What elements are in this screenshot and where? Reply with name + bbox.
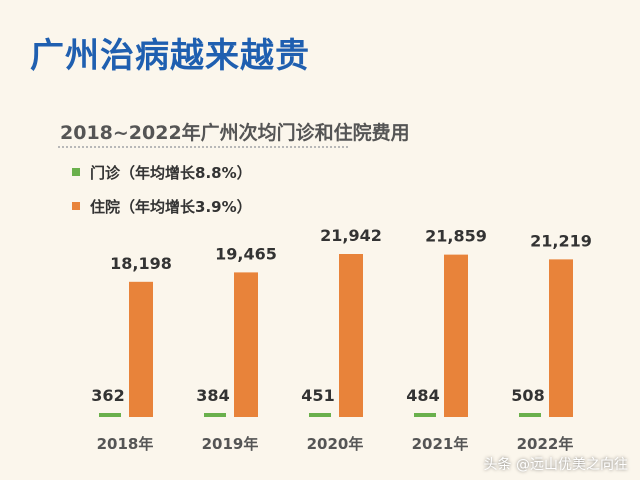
data-label-outpatient: 508 [511, 386, 544, 405]
legend-label-inpatient: 住院（年均增长3.9%） [90, 197, 252, 216]
data-label-inpatient: 21,859 [425, 227, 487, 246]
data-label-inpatient: 19,465 [215, 244, 277, 263]
chart-legend: 门诊（年均增长8.8%） 住院（年均增长3.9%） [72, 163, 252, 231]
page-title: 广州治病越来越贵 [30, 36, 310, 76]
data-label-outpatient: 484 [406, 386, 439, 405]
bar-inpatient [339, 254, 363, 417]
legend-swatch-outpatient [72, 168, 80, 176]
bar-inpatient [129, 281, 153, 417]
bar-inpatient [444, 254, 468, 417]
bar-inpatient [234, 272, 258, 417]
x-tick-label: 2018年 [97, 435, 154, 453]
bar-outpatient [519, 413, 541, 417]
title-divider [58, 146, 348, 148]
legend-item-inpatient: 住院（年均增长3.9%） [72, 197, 252, 216]
data-label-inpatient: 21,942 [320, 226, 382, 245]
data-label-outpatient: 384 [196, 386, 229, 405]
watermark: 头条 @远山优美之向往 [483, 457, 628, 473]
chart-title: 2018~2022年广州次均门诊和住院费用 [60, 122, 410, 144]
data-label-inpatient: 21,219 [530, 231, 592, 250]
x-tick-label: 2019年 [202, 435, 259, 453]
bar-outpatient [204, 413, 226, 417]
legend-swatch-inpatient [72, 202, 80, 210]
bar-outpatient [414, 413, 436, 417]
legend-item-outpatient: 门诊（年均增长8.8%） [72, 163, 252, 182]
bar-outpatient [309, 413, 331, 417]
bar-inpatient [549, 259, 573, 417]
x-tick-label: 2020年 [307, 435, 364, 453]
data-label-outpatient: 362 [91, 386, 124, 405]
x-tick-label: 2021年 [412, 435, 469, 453]
data-label-inpatient: 18,198 [110, 254, 172, 273]
legend-label-outpatient: 门诊（年均增长8.8%） [90, 163, 252, 182]
x-tick-label: 2022年 [517, 435, 574, 453]
data-label-outpatient: 451 [301, 386, 334, 405]
bar-outpatient [99, 413, 121, 417]
